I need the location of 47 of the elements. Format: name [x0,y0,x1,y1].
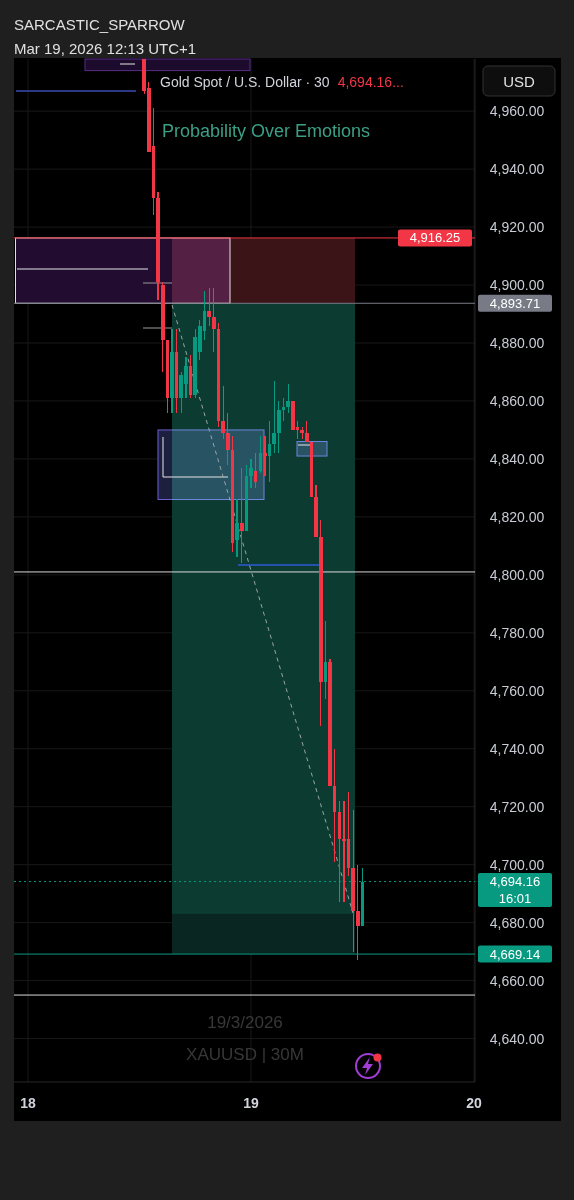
annotation: 19/3/2026 [207,1012,283,1032]
candlestick [304,420,309,443]
y-tick-label: 4,740.00 [489,740,545,757]
candlestick [235,498,239,559]
text: SARCASTIC_SPARROW [14,15,186,33]
y-tick-label: 4,700.00 [489,856,545,873]
ref-line-label: 4,694.16 16:01 [489,874,541,907]
candlestick [281,397,286,422]
candlestick [221,385,225,440]
candlestick [207,287,211,327]
candlestick [356,864,360,961]
y-tick-label: 4,800.00 [489,566,545,583]
candlestick [263,435,267,477]
candlestick [225,411,230,466]
y-tick-label: 4,860.00 [489,392,545,409]
y-tick-label: 4,960.00 [489,103,545,120]
candlestick [239,467,244,564]
annotation: XAUUSD | 30M [186,1044,304,1064]
y-tick-label: 4,920.00 [489,219,545,236]
x-tick-label: 19 [243,1095,259,1111]
candlestick [286,382,290,414]
y-tick-label: 4,820.00 [489,508,545,525]
y-axis-title: USD [503,72,535,90]
y-tick-label: 4,900.00 [489,277,545,294]
x-tick-label: 18 [20,1095,36,1111]
ref-line-label: 4,893.71 [489,295,541,311]
y-tick-label: 4,660.00 [489,972,545,989]
annotation: Probability Over Emotions [162,121,371,141]
y-tick-label: 4,720.00 [489,798,545,815]
y-tick-label: 4,880.00 [489,335,545,352]
candlestick [212,287,216,353]
ref-line-label: 4,669.14 [489,946,541,962]
text: Mar 19, 2026 12:13 UTC+1 [14,39,197,57]
ref-line-label: 4,916.25 [409,230,461,246]
candlestick [277,400,281,454]
candlestick [249,458,253,489]
y-tick-label: 4,940.00 [489,161,545,178]
candlestick [272,380,277,454]
y-tick-label: 4,680.00 [489,914,545,931]
text: Gold Spot / U.S. Dollar · 30 [160,74,330,90]
y-tick-label: 4,640.00 [489,1030,545,1047]
annotation: 4,694.16... [337,74,404,90]
y-tick-label: 4,840.00 [489,450,545,467]
y-tick-label: 4,760.00 [489,682,545,699]
x-tick-label: 20 [466,1095,483,1111]
candlestick [300,426,304,440]
y-tick-label: 4,780.00 [489,624,545,641]
